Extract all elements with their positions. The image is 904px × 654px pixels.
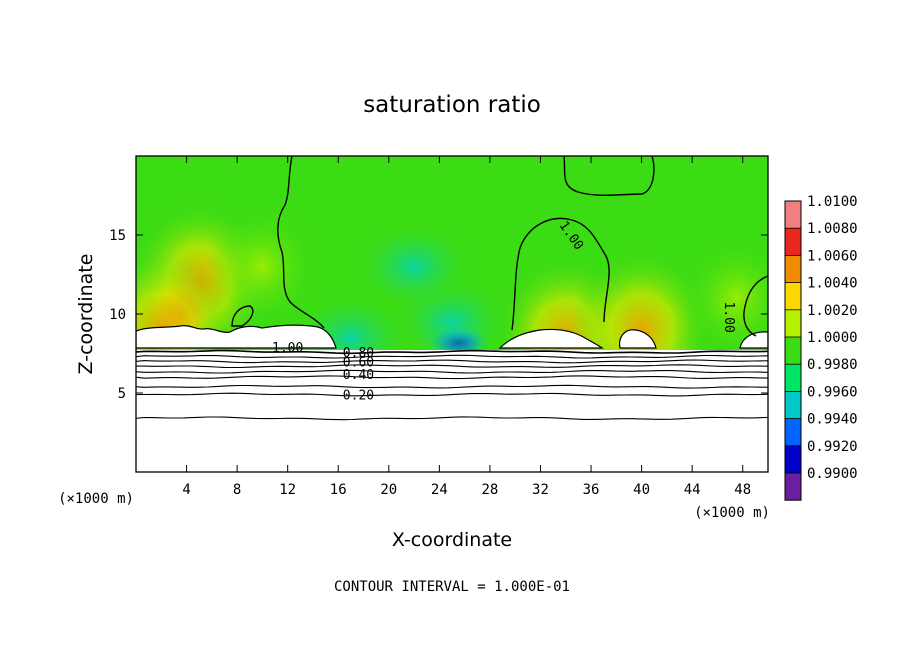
x-unit-label-right: (×1000 m) bbox=[694, 505, 770, 521]
contour-label: 0.60 bbox=[343, 355, 374, 370]
colorbar-swatch bbox=[785, 337, 801, 365]
x-tick-label: 4 bbox=[182, 482, 190, 498]
contour-label: 1.00 bbox=[721, 302, 736, 333]
contour-1-00-east bbox=[511, 217, 610, 331]
colorbar-label: 0.9900 bbox=[807, 466, 858, 482]
subsaturated-region bbox=[136, 350, 768, 472]
subsaturated-isolines bbox=[136, 349, 768, 421]
subsaturated-isoline bbox=[136, 375, 768, 380]
x-unit-label-left: (×1000 m) bbox=[58, 491, 134, 507]
x-tick-label: 36 bbox=[583, 482, 600, 498]
colorbar-swatch bbox=[785, 309, 801, 337]
x-tick-label: 32 bbox=[532, 482, 549, 498]
x-tick-label: 12 bbox=[279, 482, 296, 498]
x-axis-ticks: 4 8 12 16 20 24 28 32 36 40 44 48 bbox=[182, 156, 751, 498]
x-tick-label: 20 bbox=[380, 482, 397, 498]
colorbar-swatch bbox=[785, 255, 801, 283]
y-axis-ticks: 5 10 15 bbox=[109, 228, 768, 402]
x-tick-label: 24 bbox=[431, 482, 448, 498]
x-tick-label: 48 bbox=[734, 482, 751, 498]
colorbar: 1.0100 1.0080 1.0060 1.0040 1.0020 1.0000 0.99… bbox=[784, 194, 858, 501]
subsaturated-isoline bbox=[136, 349, 768, 355]
contour-1-00-top-right bbox=[563, 156, 655, 197]
subsaturated-isoline bbox=[136, 364, 768, 369]
y-tick-label: 5 bbox=[118, 386, 126, 402]
y-axis-label: Z-coordinate bbox=[75, 254, 97, 375]
colorbar-label: 0.9920 bbox=[807, 439, 858, 455]
contour-1-00-west bbox=[277, 156, 325, 329]
subsaturated-isoline bbox=[136, 359, 768, 364]
cloud-bands bbox=[136, 324, 768, 349]
colorbar-label: 1.0020 bbox=[807, 303, 858, 319]
x-tick-label: 28 bbox=[481, 482, 498, 498]
colorbar-swatch bbox=[785, 473, 801, 501]
contour-1-00-left-eddy bbox=[231, 305, 254, 327]
colorbar-label: 1.0080 bbox=[807, 221, 858, 237]
colorbar-label: 1.0040 bbox=[807, 276, 858, 292]
cloud-band-left bbox=[136, 324, 337, 349]
colorbar-label: 1.0060 bbox=[807, 248, 858, 264]
y-tick-label: 15 bbox=[109, 228, 126, 244]
subsaturated-isoline bbox=[136, 369, 768, 374]
colorbar-swatch bbox=[785, 364, 801, 392]
contour-1-00-right-edge bbox=[743, 275, 768, 337]
contour-label: 0.80 bbox=[343, 346, 374, 361]
x-axis-label: X-coordinate bbox=[392, 529, 512, 551]
cloud-band-mid bbox=[498, 328, 604, 349]
chart-title: saturation ratio bbox=[363, 92, 541, 118]
field-anomaly bbox=[207, 206, 318, 327]
x-tick-label: 8 bbox=[233, 482, 241, 498]
subsaturated-isoline bbox=[136, 392, 768, 397]
colorbar-label: 1.0100 bbox=[807, 194, 858, 210]
colorbar-swatch bbox=[785, 418, 801, 446]
colorbar-swatch bbox=[785, 228, 801, 256]
contour-interval-note: CONTOUR INTERVAL = 1.000E-01 bbox=[334, 579, 570, 595]
colorbar-label: 0.9980 bbox=[807, 357, 858, 373]
subsaturated-isoline bbox=[136, 416, 768, 421]
contour-label: 0.40 bbox=[343, 368, 374, 383]
colorbar-swatch bbox=[785, 391, 801, 419]
contour-label: 0.20 bbox=[343, 389, 374, 404]
y-tick-label: 10 bbox=[109, 307, 126, 323]
subsaturated-isoline bbox=[136, 354, 768, 359]
x-tick-label: 44 bbox=[684, 482, 701, 498]
colorbar-label: 0.9940 bbox=[807, 412, 858, 428]
x-tick-label: 16 bbox=[330, 482, 347, 498]
colorbar-swatch bbox=[785, 445, 801, 473]
colorbar-swatch bbox=[785, 201, 801, 229]
subsaturated-isoline bbox=[136, 384, 768, 389]
colorbar-swatch bbox=[785, 282, 801, 310]
cloud-band-right-small bbox=[619, 329, 657, 349]
plot-area: 1.001.001.00 0.800.600.400.20 bbox=[136, 156, 768, 472]
contour-label: 1.00 bbox=[272, 341, 303, 356]
colorbar-label: 0.9960 bbox=[807, 384, 858, 400]
colorbar-label: 1.0000 bbox=[807, 330, 858, 346]
field-anomaly bbox=[681, 238, 768, 359]
x-tick-label: 40 bbox=[633, 482, 650, 498]
field-anomaly bbox=[354, 221, 475, 312]
supersaturated-contours bbox=[231, 156, 768, 337]
